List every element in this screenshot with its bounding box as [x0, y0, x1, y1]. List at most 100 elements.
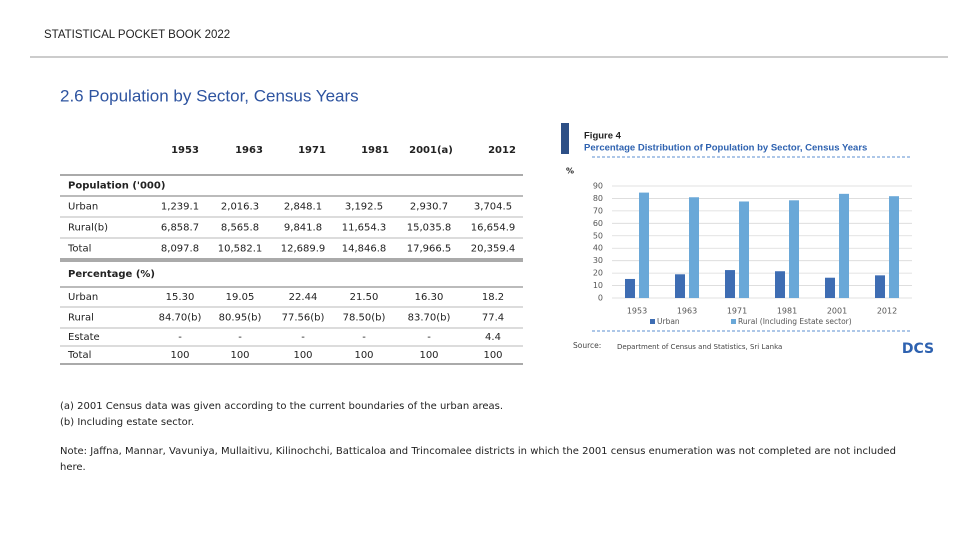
column-header: 1971 — [298, 145, 326, 156]
footnote: (a) 2001 Census data was given according… — [60, 401, 503, 412]
cell: 15,035.8 — [407, 223, 452, 234]
cell: 16,654.9 — [471, 223, 516, 234]
row-label: Urban — [68, 202, 98, 213]
cell: 100 — [170, 350, 189, 361]
bar — [739, 201, 749, 298]
cell: 12,689.9 — [281, 244, 326, 255]
cell: 78.50(b) — [343, 313, 386, 324]
bar — [825, 277, 835, 298]
column-header: 1953 — [171, 145, 199, 156]
bar — [775, 271, 785, 298]
cell: - — [427, 332, 431, 343]
x-tick-label: 1971 — [727, 307, 747, 316]
cell: 19.05 — [226, 292, 255, 303]
column-header: 2001(a) — [409, 145, 453, 156]
column-header: 1963 — [235, 145, 263, 156]
y-tick-label: 90 — [593, 182, 603, 191]
y-tick-label: 60 — [593, 219, 603, 228]
cell: 80.95(b) — [219, 313, 262, 324]
y-tick-label: 30 — [593, 256, 603, 265]
legend-swatch — [650, 319, 655, 324]
group-title: Population ('000) — [68, 181, 165, 192]
cell: 11,654.3 — [342, 223, 387, 234]
cell: 9,841.8 — [284, 223, 322, 234]
row-label: Rural — [68, 313, 94, 324]
cell: 2,016.3 — [221, 202, 259, 213]
bar — [789, 200, 799, 298]
cell: 1,239.1 — [161, 202, 199, 213]
row-label: Estate — [68, 332, 100, 343]
cell: 15.30 — [166, 292, 195, 303]
legend-label: Rural (Including Estate sector) — [738, 317, 852, 326]
y-tick-label: 10 — [593, 281, 603, 290]
cell: 3,192.5 — [345, 202, 383, 213]
source-text: Department of Census and Statistics, Sri… — [617, 343, 782, 351]
row-label: Total — [67, 350, 91, 361]
y-tick-label: 50 — [593, 231, 603, 240]
row-label: Total — [67, 244, 91, 255]
bar — [639, 192, 649, 298]
x-tick-label: 1963 — [677, 307, 697, 316]
cell: 3,704.5 — [474, 202, 512, 213]
y-tick-label: 20 — [593, 269, 603, 278]
cell: 10,582.1 — [218, 244, 263, 255]
cell: - — [301, 332, 305, 343]
figure-title: Percentage Distribution of Population by… — [584, 143, 867, 154]
cell: 2,848.1 — [284, 202, 322, 213]
x-tick-label: 1953 — [627, 307, 647, 316]
bar — [625, 278, 635, 298]
bar — [725, 270, 735, 298]
cell: 14,846.8 — [342, 244, 387, 255]
source-label: Source: — [573, 341, 601, 350]
logo: DCS — [902, 341, 934, 357]
row-label: Urban — [68, 292, 98, 303]
cell: 77.56(b) — [282, 313, 325, 324]
cell: 100 — [293, 350, 312, 361]
cell: 18.2 — [482, 292, 504, 303]
cell: 100 — [354, 350, 373, 361]
cell: 16.30 — [415, 292, 444, 303]
footnote: (b) Including estate sector. — [60, 417, 194, 428]
bar — [889, 196, 899, 298]
section-title: 2.6 Population by Sector, Census Years — [60, 86, 359, 105]
bar — [875, 275, 885, 298]
cell: 8,565.8 — [221, 223, 259, 234]
cell: 4.4 — [485, 332, 501, 343]
header-title: STATISTICAL POCKET BOOK 2022 — [44, 29, 230, 41]
cell: 100 — [230, 350, 249, 361]
x-tick-label: 2001 — [827, 307, 847, 316]
figure-marker — [561, 123, 569, 154]
cell: 83.70(b) — [408, 313, 451, 324]
cell: - — [178, 332, 182, 343]
row-label: Rural(b) — [68, 223, 108, 234]
cell: - — [362, 332, 366, 343]
x-tick-label: 2012 — [877, 307, 897, 316]
y-tick-label: 0 — [598, 294, 603, 303]
figure-label: Figure 4 — [584, 131, 622, 142]
cell: 8,097.8 — [161, 244, 199, 255]
group-title: Percentage (%) — [68, 269, 155, 280]
cell: 77.4 — [482, 313, 504, 324]
note: Note: Jaffna, Mannar, Vavuniya, Mullaiti… — [60, 446, 896, 473]
y-axis-label: % — [566, 167, 574, 176]
y-tick-label: 70 — [593, 206, 603, 215]
cell: 84.70(b) — [159, 313, 202, 324]
bar — [689, 197, 699, 298]
bar — [675, 274, 685, 298]
x-tick-label: 1981 — [777, 307, 797, 316]
column-header: 2012 — [488, 145, 516, 156]
y-tick-label: 40 — [593, 244, 603, 253]
cell: 2,930.7 — [410, 202, 448, 213]
column-header: 1981 — [361, 145, 389, 156]
y-tick-label: 80 — [593, 194, 603, 203]
cell: 22.44 — [289, 292, 318, 303]
cell: 21.50 — [350, 292, 379, 303]
cell: 100 — [483, 350, 502, 361]
bar — [839, 193, 849, 298]
cell: 20,359.4 — [471, 244, 516, 255]
legend-label: Urban — [657, 317, 680, 326]
legend-swatch — [731, 319, 736, 324]
cell: 6,858.7 — [161, 223, 199, 234]
